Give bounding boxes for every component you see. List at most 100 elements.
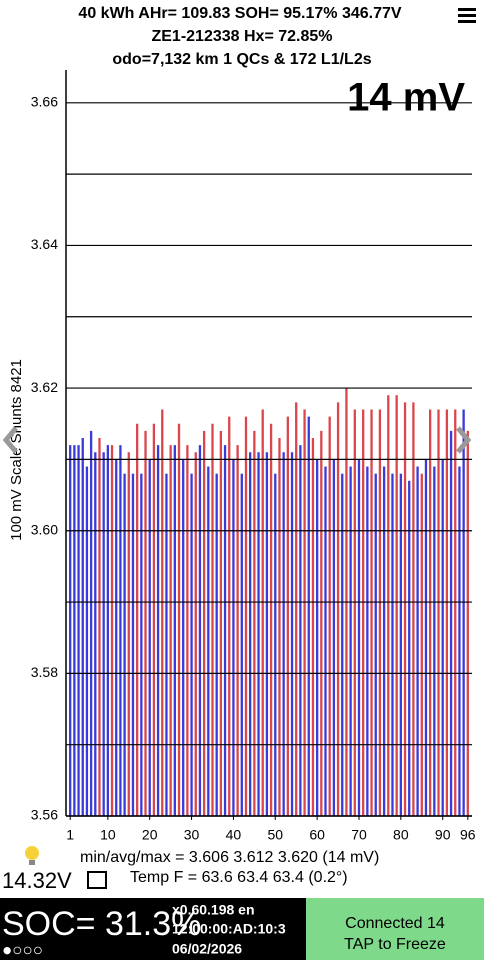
bar [69,445,72,816]
y-tick-label: 3.60 [31,521,58,537]
bar [265,452,269,816]
x-tick-label: 90 [435,827,451,843]
bar [119,445,122,816]
bar [240,473,243,816]
bar [194,452,197,816]
y-tick-label: 3.64 [31,236,58,252]
bar [332,459,336,816]
bar [156,445,160,816]
prev-arrow[interactable] [2,426,18,454]
next-arrow[interactable] [456,426,472,454]
bar [282,452,285,816]
bar [165,473,168,816]
bar [303,409,306,816]
bar [366,466,369,816]
connect-hint: TAP to Freeze [344,936,446,953]
bar [286,416,289,816]
bar [370,409,373,816]
info: x0.60.198 en [172,902,255,918]
menu-bar [458,20,476,23]
x-tick-label: 60 [309,827,325,843]
bar [290,452,294,816]
info: 12:00:00:AD:10:3 [172,921,286,937]
bar [182,459,185,816]
bar [462,409,465,816]
x-tick-label: 70 [351,827,367,843]
x-tick-label: 50 [267,827,283,843]
bulb-icon [25,846,39,865]
header-line: 40 kWh AHr= 109.83 SOH= 95.17% 346.77V [78,5,401,22]
bar [382,466,386,816]
bar [110,445,114,816]
bar [73,445,76,816]
bar [295,402,298,816]
bar [269,423,273,816]
page-dots: ●○○○ [2,940,43,959]
x-tick-label: 10 [100,827,116,843]
bar [449,430,453,816]
calendar-icon[interactable] [87,871,107,889]
temperature: Temp F = 63.6 63.4 63.4 (0.2°) [130,869,348,886]
bar [437,409,440,816]
bar [395,395,398,816]
bar [211,423,214,816]
bar [169,445,172,816]
bar [441,459,444,816]
bar [106,445,110,816]
bar [89,430,93,816]
bar [202,430,206,816]
bar [198,445,202,816]
header-line: odo=7,132 km 1 QCs & 172 L1/L2s [112,51,371,68]
bar [353,409,356,816]
bar [98,438,101,816]
x-tick-label: 80 [393,827,409,843]
bar [357,459,361,816]
bar [328,416,331,816]
y-tick-label: 3.66 [31,94,58,110]
bar [412,402,415,816]
bar [228,416,231,816]
bar [420,473,423,816]
bar [320,430,323,816]
x-tick-label: 30 [184,827,200,843]
min-avg-max: min/avg/max = 3.606 3.612 3.620 (14 mV) [80,849,379,866]
menu-bar [458,14,476,17]
bar [253,430,256,816]
bulb [25,846,39,860]
soc: SOC= 31.3% [2,905,201,943]
bar [403,402,407,816]
annotation: 14 mV [347,76,465,120]
status-bar [0,898,306,960]
bar [257,452,260,816]
bar [466,430,469,816]
bar [274,473,277,816]
bar [362,409,365,816]
bar [336,402,340,816]
bar [123,473,126,816]
bar [81,438,84,816]
bar [387,395,390,816]
menu-icon[interactable] [458,8,476,23]
bulb-base [29,860,35,865]
bar [207,466,210,816]
bar [349,466,352,816]
bar [115,459,118,816]
bar [244,416,248,816]
bar [215,473,218,816]
connect-button[interactable] [306,898,484,960]
date: 06/02/2026 [172,941,242,957]
chart: 3.56 3.58 3.60 3.62 3.64 3.66 1 10 20 30 40 50 60 70 8… [31,70,476,843]
connect-status: Connected 14 [345,915,445,932]
header-line: ZE1-212338 Hx= 72.85% [151,28,332,45]
bar [190,473,193,816]
bar [236,445,239,816]
bar [424,459,428,816]
bar [428,409,432,816]
bar [311,438,315,816]
bar [249,452,252,816]
bar [177,423,181,816]
bar [445,409,449,816]
bar [161,409,164,816]
bar [341,473,344,816]
